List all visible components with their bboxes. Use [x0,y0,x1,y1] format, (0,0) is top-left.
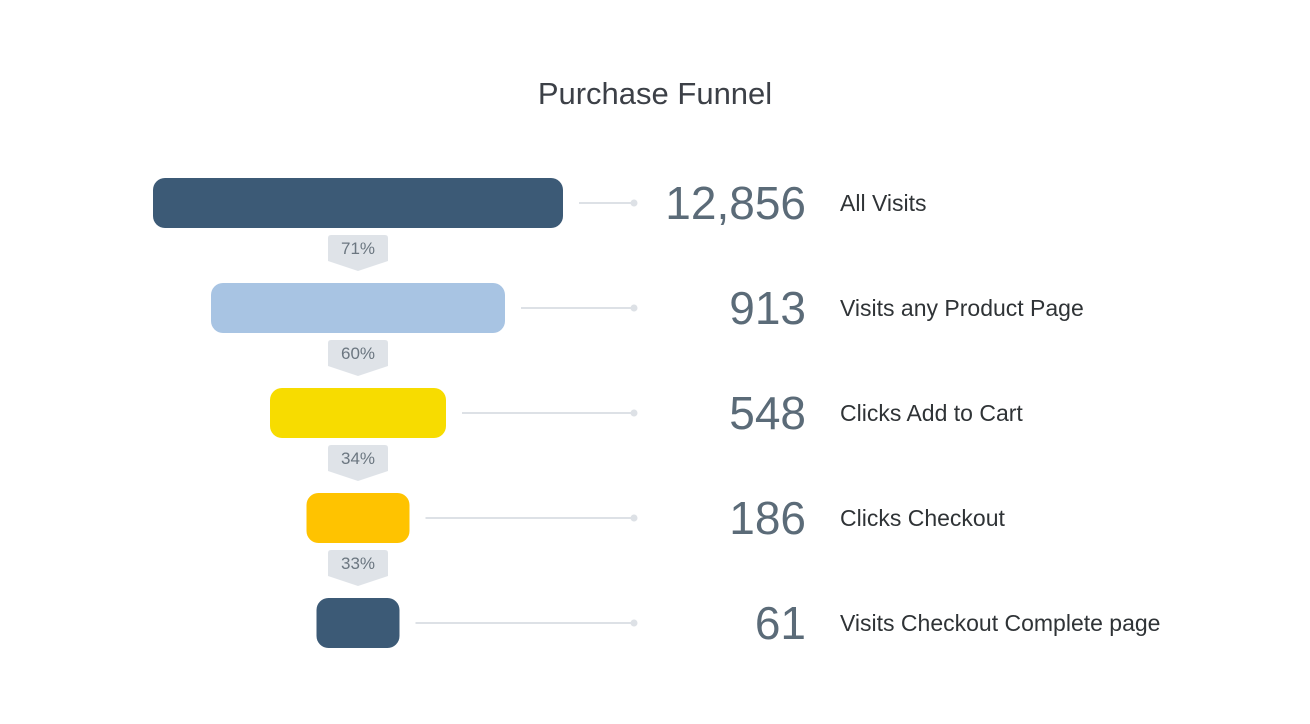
connector-dot [630,199,638,207]
conversion-badge: 60% [328,340,388,376]
conversion-badge-shape [328,340,388,376]
stage-label: Visits any Product Page [840,295,1084,321]
funnel-stage: 12,856 All Visits [153,177,927,229]
stage-value: 913 [729,282,806,334]
stage-value: 61 [755,597,806,649]
conversion-badge-shape [328,235,388,271]
stage-label: All Visits [840,190,927,216]
conversion-rate: 34% [341,449,375,468]
funnel-bar [153,178,563,228]
funnel-stage: 186 Clicks Checkout [306,492,1005,544]
funnel-bar [316,598,400,648]
funnel-bar [211,283,505,333]
stage-label: Clicks Checkout [840,505,1005,531]
conversion-rate: 71% [341,239,375,258]
chart-title: Purchase Funnel [537,76,773,111]
connector-dot [630,409,638,417]
funnel-stage: 61 Visits Checkout Complete page [316,597,1160,649]
conversion-badge: 71% [328,235,388,271]
funnel-stage: 913 Visits any Product Page [211,282,1084,334]
connector-dot [630,619,638,627]
conversion-badge-shape [328,550,388,586]
conversion-rate: 60% [341,344,375,363]
funnel-stage: 548 Clicks Add to Cart [270,387,1023,439]
stage-label: Visits Checkout Complete page [840,610,1160,636]
conversion-badge: 34% [328,445,388,481]
stage-value: 12,856 [665,177,806,229]
conversion-rate: 33% [341,554,375,573]
funnel-bar [306,493,410,543]
conversion-badge-shape [328,445,388,481]
connector-dot [630,514,638,522]
connector-dot [630,304,638,312]
stage-value: 548 [729,387,806,439]
stage-value: 186 [729,492,806,544]
funnel-bar [270,388,446,438]
stage-label: Clicks Add to Cart [840,400,1023,426]
conversion-badge: 33% [328,550,388,586]
